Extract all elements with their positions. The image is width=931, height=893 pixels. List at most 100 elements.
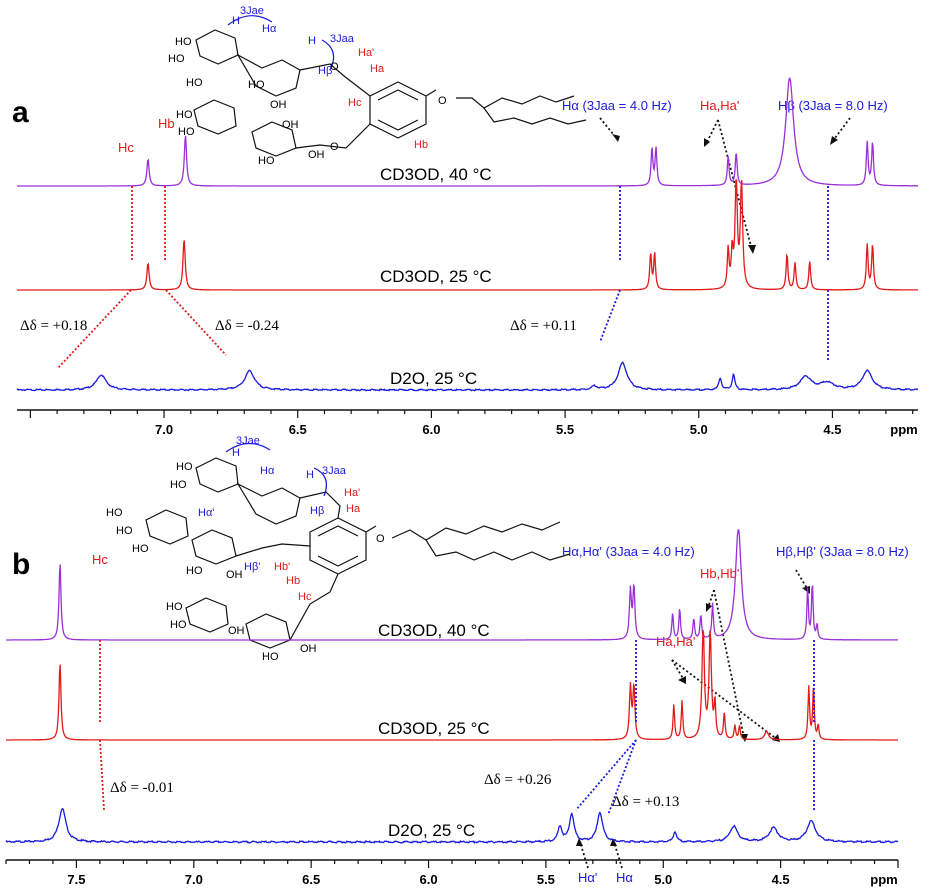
ho-label: HO bbox=[175, 36, 192, 48]
x-tick-label: 5.5 bbox=[556, 422, 574, 437]
ho-label: HO bbox=[248, 79, 265, 91]
spectrum-trace-1 bbox=[6, 529, 898, 641]
peak-label-hc: Hc bbox=[118, 140, 134, 155]
trace-label-a-1: CD3OD, 25 °C bbox=[380, 267, 492, 286]
peak-label-haa: Ha,Ha' bbox=[700, 98, 739, 113]
spectra-b bbox=[5, 529, 899, 844]
peak-label-hbeta: Hβ (3Jaa = 8.0 Hz) bbox=[778, 98, 888, 113]
h-beta-prime-label: Hβ' bbox=[244, 561, 260, 573]
ho-label: HO bbox=[176, 461, 193, 473]
panel-b-label: b bbox=[12, 548, 30, 581]
ha-prime-label: Ha' bbox=[344, 487, 360, 499]
ho-label: HO bbox=[132, 543, 149, 555]
delta-label-2: Δδ = -0.24 bbox=[215, 318, 279, 334]
x-tick-label: 5.5 bbox=[537, 872, 555, 887]
x-tick-label: 6.0 bbox=[422, 422, 440, 437]
ho-label: HO bbox=[106, 507, 123, 519]
connectors-a bbox=[57, 186, 829, 369]
spectrum-trace-2 bbox=[6, 629, 898, 741]
peak-label-halpha: Hα (3Jaa = 4.0 Hz) bbox=[562, 98, 672, 113]
arrowheads-a bbox=[612, 134, 838, 254]
x-tick-label: 7.5 bbox=[67, 872, 85, 887]
trace-label-a-2: D2O, 25 °C bbox=[390, 369, 477, 388]
oh-label: OH bbox=[228, 625, 245, 637]
x-axis-b: 7.5 7.0 6.5 6.0 5.5 5.0 4.5 ppm bbox=[5, 859, 899, 887]
x-tick-label: 4.5 bbox=[772, 872, 790, 887]
o-label: O bbox=[438, 95, 447, 107]
spectrum-trace-1 bbox=[17, 77, 918, 187]
oh-label: OH bbox=[226, 569, 243, 581]
arrowheads-b bbox=[576, 586, 810, 846]
peak-label-halpha-b: Hα,Hα' (3Jaa = 4.0 Hz) bbox=[562, 544, 695, 559]
delta-label-b-3: Δδ = +0.13 bbox=[612, 794, 679, 810]
structure-b-labels: 3Jae H Hα H 3Jaa Hβ Hα' Hβ' Ha' Ha Hb' H… bbox=[106, 435, 385, 663]
x-axis-label: ppm bbox=[870, 872, 897, 887]
ha-label: Ha bbox=[370, 63, 385, 75]
ho-label: HO bbox=[170, 619, 187, 631]
trace-label-b-0: CD3OD, 40 °C bbox=[378, 621, 490, 640]
connectors-b bbox=[99, 640, 815, 816]
x-axis-label: ppm bbox=[890, 422, 917, 437]
peak-label-hbb: Hb,Hb' bbox=[700, 566, 739, 581]
hb-label: Hb bbox=[414, 139, 428, 151]
x-tick-label: 6.5 bbox=[289, 422, 307, 437]
peak-label-halpha-bottom: Hα bbox=[616, 870, 633, 885]
j-ae-label: 3Jae bbox=[236, 435, 260, 447]
ho-label: HO bbox=[186, 565, 203, 577]
h-beta-label: Hβ bbox=[310, 505, 324, 517]
spectrum-trace-2 bbox=[17, 179, 918, 291]
trace-label-b-2: D2O, 25 °C bbox=[388, 821, 475, 840]
h-label: H bbox=[232, 447, 240, 459]
peak-label-haa-b: Ha,Ha' bbox=[656, 634, 695, 649]
ho-label: HO bbox=[168, 53, 185, 65]
panel-b: b 3Jae H Hα H 3Jaa Hβ Hα' bbox=[5, 435, 909, 887]
j-ae-label: 3Jae bbox=[240, 5, 264, 17]
o-label: O bbox=[330, 61, 339, 73]
arrows-a bbox=[599, 117, 851, 251]
structure-a bbox=[193, 15, 587, 157]
arrows-b bbox=[579, 569, 809, 869]
x-axis-a: 7.0 6.5 6.0 5.5 5.0 4.5 ppm bbox=[17, 409, 918, 437]
panel-a-label: a bbox=[12, 96, 29, 129]
x-tick-label: 6.0 bbox=[419, 872, 437, 887]
peak-label-hc-b: Hc bbox=[92, 552, 108, 567]
spectra-a bbox=[16, 77, 919, 392]
hc-label: Hc bbox=[298, 591, 312, 603]
oh-label: OH bbox=[308, 149, 325, 161]
delta-label-1: Δδ = +0.18 bbox=[20, 318, 87, 334]
x-tick-label: 6.5 bbox=[302, 872, 320, 887]
o-label: O bbox=[330, 141, 339, 153]
hb-prime-label: Hb' bbox=[274, 561, 290, 573]
delta-label-3: Δδ = +0.11 bbox=[510, 318, 577, 334]
structure-b bbox=[145, 442, 571, 649]
h-label: H bbox=[232, 15, 240, 27]
peak-label-hb: Hb bbox=[158, 116, 175, 131]
oh-label: OH bbox=[282, 119, 299, 131]
x-tick-label: 5.0 bbox=[654, 872, 672, 887]
j-aa-label: 3Jaa bbox=[330, 33, 355, 45]
ho-label: HO bbox=[178, 126, 195, 138]
ho-label: HO bbox=[262, 651, 279, 663]
o-label: O bbox=[376, 533, 385, 545]
ho-label: HO bbox=[116, 525, 133, 537]
panel-a: a HO HO HO HO OH HO bbox=[12, 5, 919, 437]
delta-label-b-2: Δδ = +0.26 bbox=[484, 772, 552, 788]
h-alpha-label: Hα bbox=[260, 465, 275, 477]
ho-label: HO bbox=[258, 155, 275, 167]
trace-label-b-1: CD3OD, 25 °C bbox=[378, 719, 490, 738]
peak-label-hbeta-b: Hβ,Hβ' (3Jaa = 8.0 Hz) bbox=[776, 544, 909, 559]
spectrum-trace-3 bbox=[5, 807, 899, 844]
oh-label: OH bbox=[270, 99, 287, 111]
x-tick-label: 7.0 bbox=[185, 872, 203, 887]
structure-a-labels: HO HO HO HO OH HO HO OH HO OH O O O 3Jae… bbox=[168, 5, 447, 167]
oh-label: OH bbox=[300, 643, 317, 655]
trace-label-a-0: CD3OD, 40 °C bbox=[380, 165, 492, 184]
peak-label-halpha-prime-bottom: Hα' bbox=[578, 870, 597, 885]
h-alpha-prime-label: Hα' bbox=[198, 507, 214, 519]
ho-label: HO bbox=[170, 479, 187, 491]
spectrum-trace-3 bbox=[16, 361, 919, 392]
h-label: H bbox=[306, 469, 314, 481]
h-label: H bbox=[308, 35, 316, 47]
x-tick-label: 4.5 bbox=[823, 422, 841, 437]
